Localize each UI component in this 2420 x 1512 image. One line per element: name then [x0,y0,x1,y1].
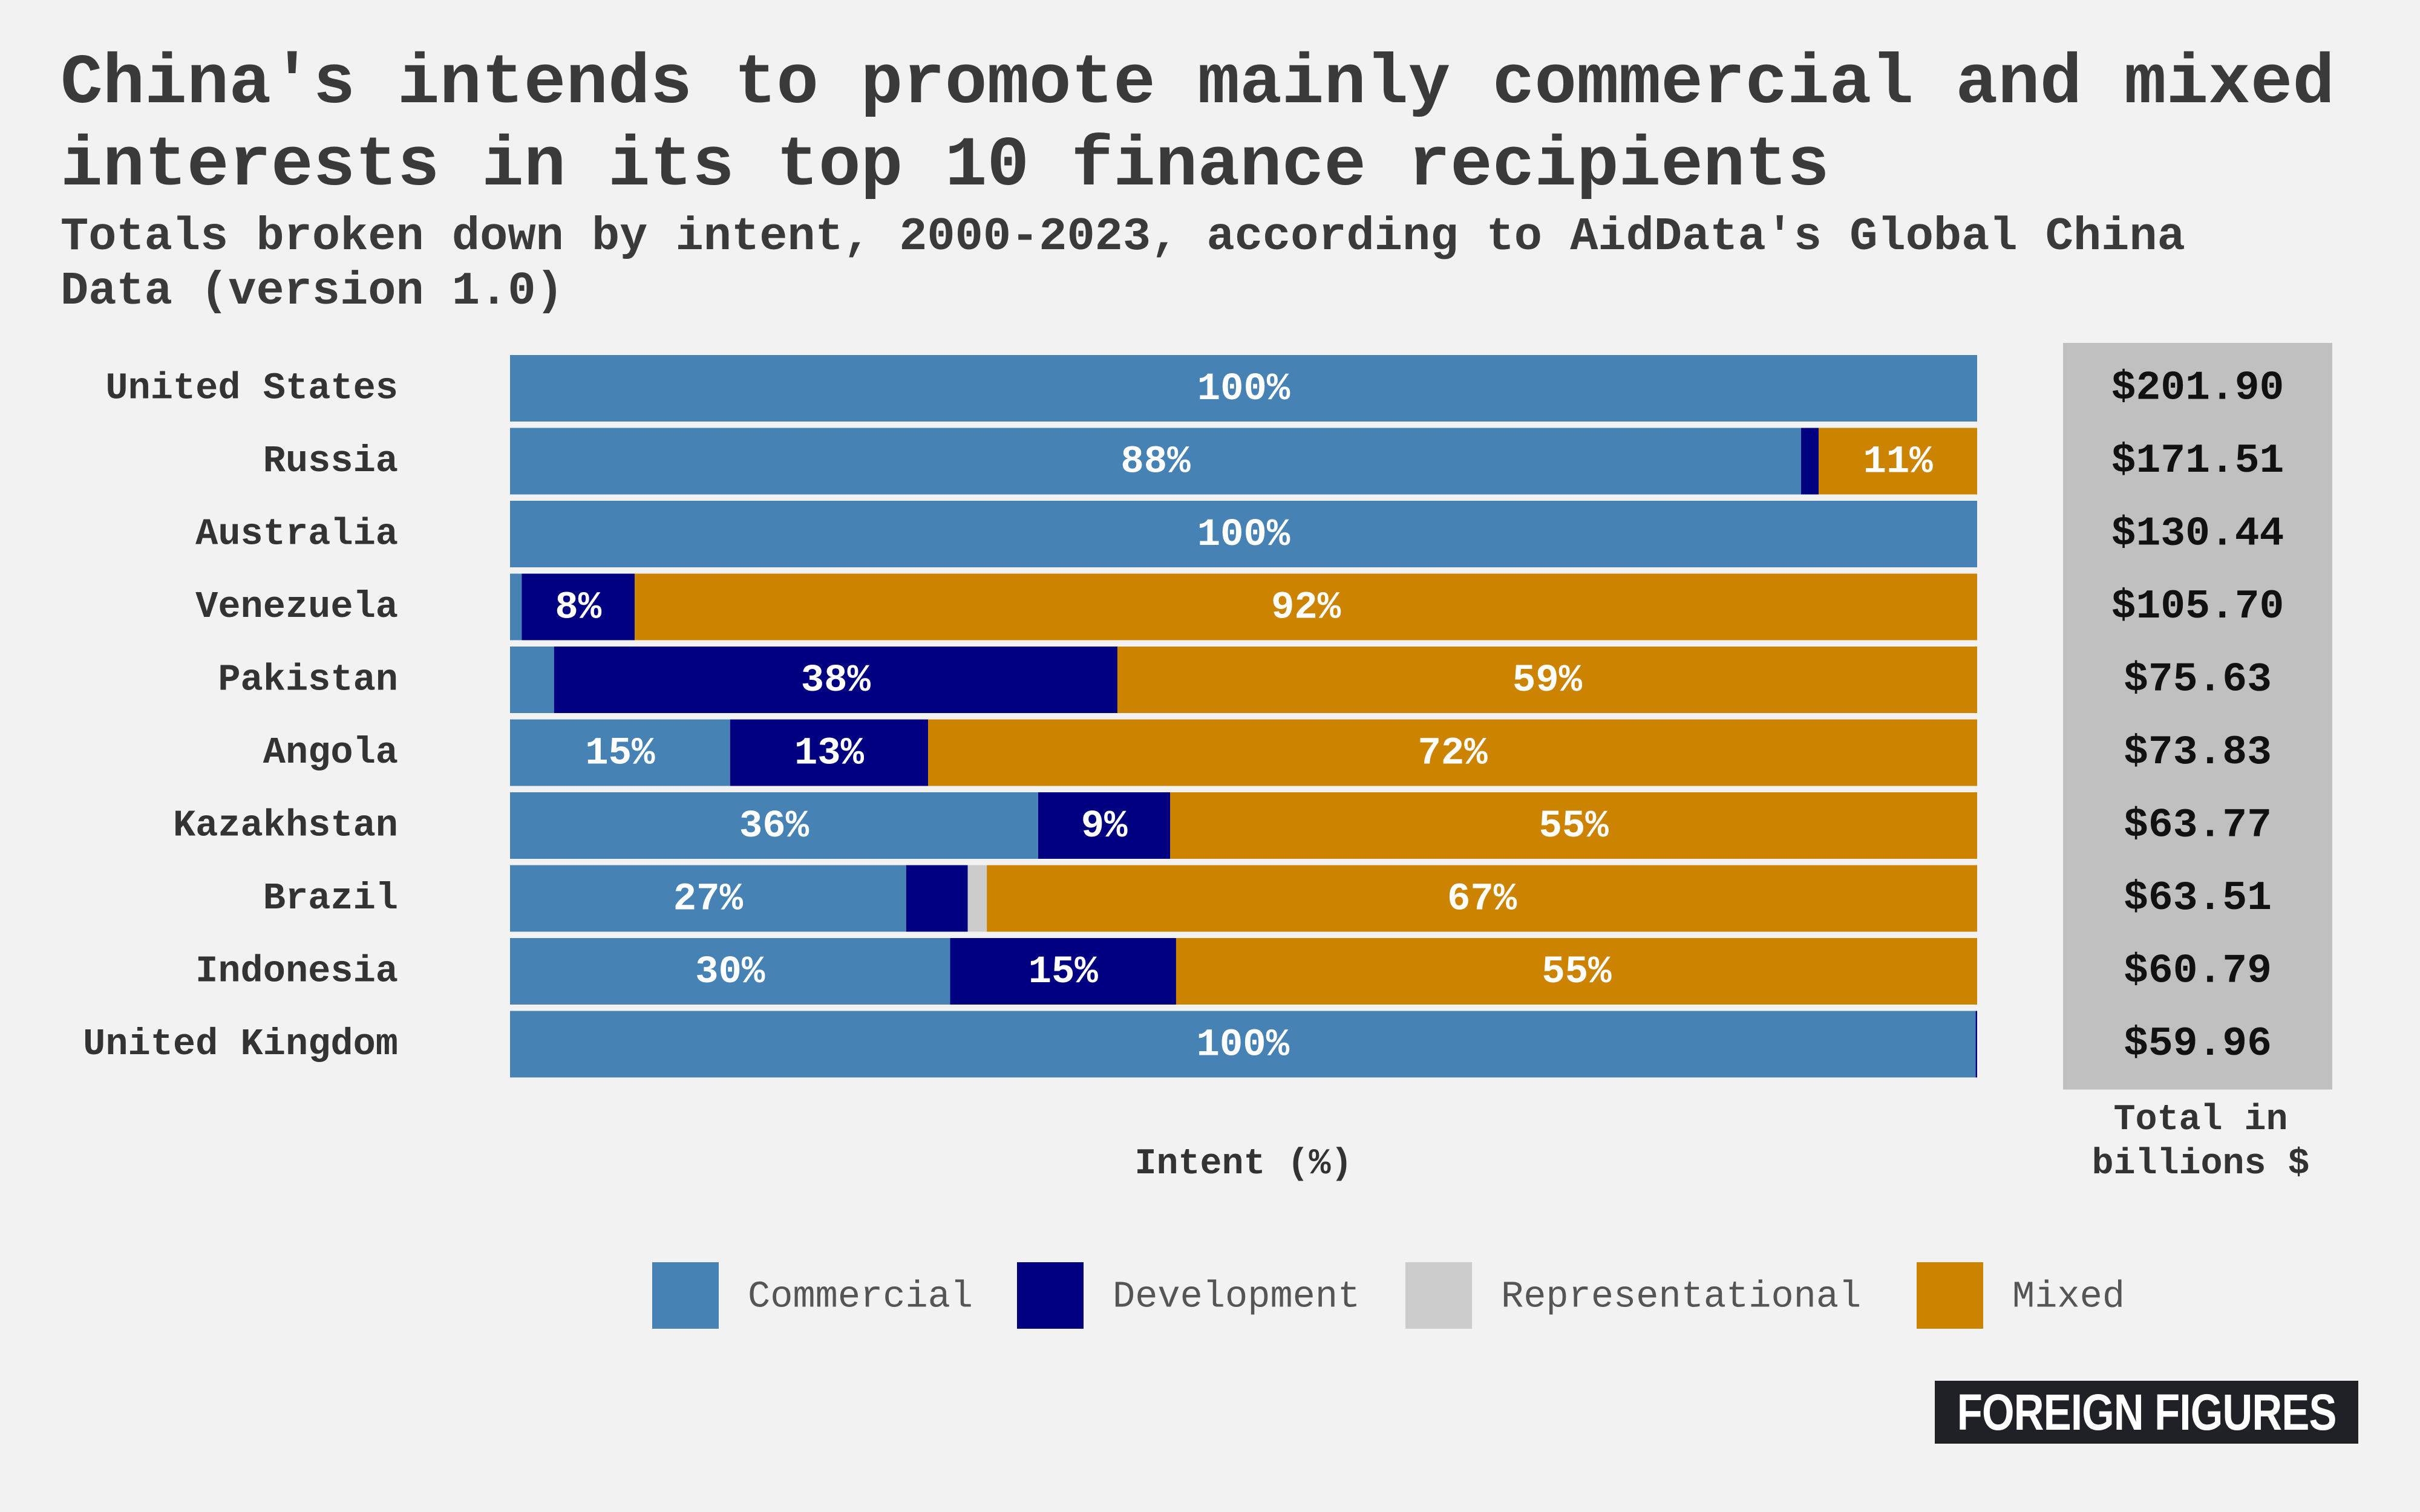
total-value: $63.77 [2124,803,2272,849]
bar-segment-development [554,647,1117,713]
bar-segment-development [1801,428,1819,495]
data-label: 15% [1028,951,1099,994]
data-label: 72% [1418,732,1488,776]
bar-segment-mixed [635,573,1977,640]
category-label: Indonesia [195,950,398,993]
data-label: 92% [1271,587,1341,630]
bar-segment-mixed [1819,428,1977,495]
x-axis-label: Intent (%) [1134,1144,1352,1185]
legend-label-development: Development [1113,1276,1360,1318]
category-label: Pakistan [218,659,398,702]
total-value: $171.51 [2111,438,2284,484]
data-label: 8% [555,587,601,630]
legend-swatch-development [1017,1262,1084,1329]
category-label: Brazil [263,877,398,920]
category-label: Venezuela [195,585,398,628]
foreign-figures-logo: FOREIGN FIGURES [1935,1381,2358,1444]
bar-segment-development [1975,1011,1977,1078]
bar-segment-mixed [1176,938,1977,1005]
data-label: 55% [1542,951,1612,994]
total-value: $60.79 [2124,948,2272,995]
bar-segment-commercial [510,428,1801,495]
bar-segment-commercial [510,1011,1976,1078]
total-value: $105.70 [2111,584,2284,630]
legend-swatch-commercial [652,1262,719,1329]
bar-segment-mixed [1170,792,1977,859]
total-value: $59.96 [2124,1021,2272,1067]
total-value: $73.83 [2124,729,2272,776]
bar-segment-development [950,938,1176,1005]
bar-segment-commercial [510,501,1977,567]
bar-segment-representational [967,865,987,932]
data-label: 38% [801,659,871,703]
legend-label-commercial: Commercial [748,1276,973,1318]
category-label: United Kingdom [83,1023,398,1066]
data-label: 11% [1863,441,1933,484]
category-label: Russia [263,440,398,483]
bar-segment-mixed [987,865,1977,932]
data-label: 100% [1197,368,1290,411]
bar-segment-development [906,865,968,932]
data-label: 36% [739,805,809,849]
data-label: 59% [1512,659,1583,703]
data-label: 55% [1539,805,1609,849]
bar-segment-development [730,719,929,786]
totals-axis-label: billions $ [2091,1144,2309,1185]
logo-text: FOREIGN FIGURES [1957,1383,2337,1441]
category-label: Australia [195,513,398,556]
total-value: $201.90 [2111,365,2284,412]
legend-swatch-mixed [1917,1262,1983,1329]
bar-segment-mixed [928,719,1977,786]
data-label: 13% [794,732,865,776]
data-label: 27% [673,878,744,922]
category-label: Kazakhstan [173,804,398,847]
totals-panel [2063,343,2332,1090]
bar-segment-commercial [510,573,522,640]
bar-segment-commercial [510,938,950,1005]
chart-subtitle: Totals broken down by intent, 2000-2023,… [60,211,2185,318]
bar-segment-development [1038,792,1171,859]
data-label: 30% [695,951,765,994]
bar-segment-commercial [510,719,730,786]
bar-segment-development [522,573,635,640]
total-value: $63.51 [2124,875,2272,922]
data-label: 67% [1447,878,1517,922]
data-label: 100% [1196,1024,1289,1067]
data-label: 88% [1120,441,1191,484]
bar-segment-commercial [510,865,906,932]
legend-label-representational: Representational [1501,1276,1861,1318]
chart-title: China's intends to promote mainly commer… [60,44,2335,206]
category-label: Angola [263,731,398,774]
legend-swatch-representational [1405,1262,1472,1329]
data-label: 15% [585,732,655,776]
bar-segment-commercial [510,647,554,713]
total-value: $75.63 [2124,657,2272,703]
data-label: 100% [1197,513,1290,557]
bar-segment-mixed [1117,647,1977,713]
totals-axis-label: Total in [2113,1100,2288,1141]
bar-segment-commercial [510,355,1977,422]
data-label: 9% [1081,805,1128,849]
legend-label-mixed: Mixed [2012,1276,2125,1318]
category-label: United States [105,367,398,410]
bar-segment-commercial [510,792,1038,859]
total-value: $130.44 [2111,511,2284,558]
